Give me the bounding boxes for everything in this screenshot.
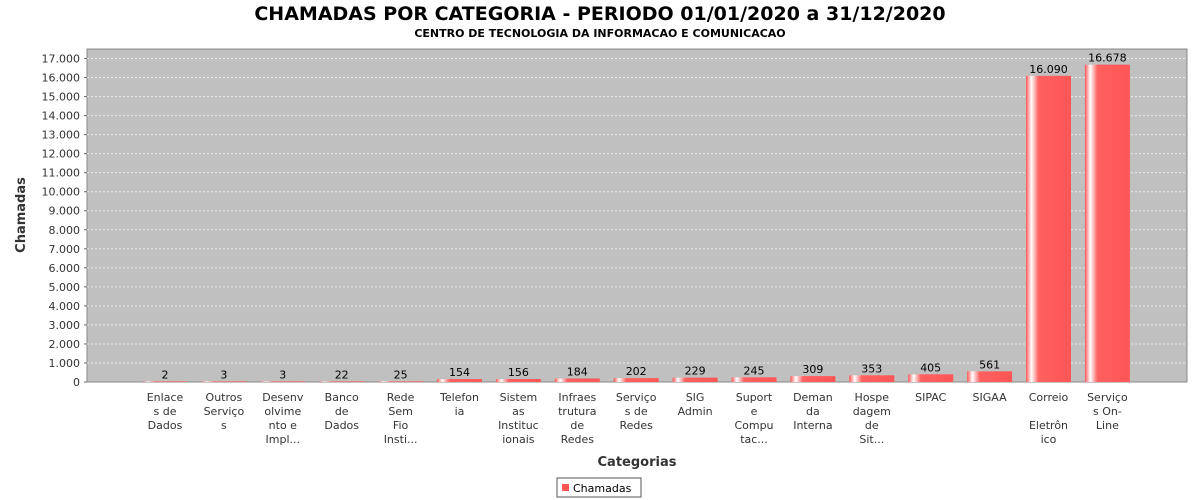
x-tick-label: Deman da Interna <box>793 391 833 432</box>
x-tick-label: SIG Admin <box>678 391 713 418</box>
data-label: 3 <box>220 368 227 381</box>
y-tick-label: 14.000 <box>42 110 81 123</box>
legend: Chamadas <box>556 477 642 498</box>
x-tick-label: SIPAC <box>915 391 946 404</box>
y-tick-label: 2.000 <box>49 338 81 351</box>
bar <box>790 376 836 382</box>
y-tick-label: 8.000 <box>49 224 81 237</box>
y-tick-label: 1.000 <box>49 357 81 370</box>
x-tick-label: Desenv olvime nto e Impl... <box>262 391 304 446</box>
x-tick-label: Telefon ia <box>439 391 479 418</box>
data-label: 25 <box>394 368 408 381</box>
x-tick-label: Infraes trutura de Redes <box>558 391 596 446</box>
x-tick-label: Suport e Compu tac... <box>734 391 773 446</box>
data-label: 353 <box>861 362 882 375</box>
y-tick-label: 9.000 <box>49 205 81 218</box>
y-tick-label: 7.000 <box>49 243 81 256</box>
x-tick-label: Correio Eletrôn ico <box>1029 391 1069 446</box>
bar <box>672 377 718 382</box>
bar <box>437 379 482 382</box>
x-tick-label: Rede Sem Fio Insti... <box>384 391 418 446</box>
y-tick-label: 12.000 <box>42 148 81 161</box>
y-tick-label: 6.000 <box>49 262 81 275</box>
bar <box>1026 75 1071 382</box>
data-label: 2 <box>162 368 169 381</box>
bar <box>319 381 365 382</box>
value-labels: 2 3 3 22 25 154 156 184 202 229 245 309 353 405 561 16.… <box>162 52 1127 382</box>
x-tick-label: SIGAA <box>973 391 1008 404</box>
bar <box>142 381 188 382</box>
data-label: 22 <box>335 368 349 381</box>
bar <box>849 375 895 382</box>
legend-swatch <box>562 484 569 491</box>
plot-background <box>86 48 1188 383</box>
bar <box>378 381 424 382</box>
y-axis: 0 1.000 2.000 3.000 4.000 5.000 6.000 7.000 8.00… <box>42 53 87 389</box>
y-tick-label: 10.000 <box>42 186 81 199</box>
y-tick-label: 16.000 <box>42 72 81 85</box>
x-tick-label: Banco de Dados <box>324 391 359 432</box>
y-tick-label: 5.000 <box>49 281 81 294</box>
y-tick-label: 15.000 <box>42 91 81 104</box>
y-tick-label: 17.000 <box>42 53 81 66</box>
data-label: 202 <box>626 365 647 378</box>
data-label: 245 <box>744 364 765 377</box>
data-label: 229 <box>685 365 706 378</box>
x-tick-label: Sistem as Instituc ionais <box>498 391 539 446</box>
x-axis-label: Categorias <box>598 455 677 470</box>
y-tick-label: 4.000 <box>49 300 81 313</box>
y-tick-label: 13.000 <box>42 129 81 142</box>
chart-title: CHAMADAS POR CATEGORIA - PERIODO 01/01/2… <box>254 3 945 25</box>
bar <box>495 379 541 382</box>
data-label: 405 <box>920 361 941 374</box>
bar <box>967 371 1013 382</box>
data-label: 16.678 <box>1088 52 1127 65</box>
x-axis: Enlace s de Dados Outros Serviço s Desenv olvim… <box>147 391 1128 446</box>
data-label: 184 <box>567 365 588 378</box>
x-tick-label: Enlace s de Dados <box>147 391 184 432</box>
y-axis-label: Chamadas <box>14 177 29 253</box>
bar <box>1084 64 1130 383</box>
data-label: 156 <box>508 366 529 379</box>
chart-subtitle: CENTRO DE TECNOLOGIA DA INFORMACAO E COM… <box>414 27 785 40</box>
data-label: 309 <box>802 363 823 376</box>
bar <box>613 378 659 382</box>
x-tick-label: Serviço s On-Line <box>1087 391 1128 432</box>
data-label: 16.090 <box>1029 63 1068 76</box>
x-tick-label: Serviço s de Redes <box>616 391 657 432</box>
data-label: 561 <box>979 358 1000 371</box>
bar <box>908 374 954 382</box>
legend-label: Chamadas <box>573 482 632 495</box>
bar <box>731 377 777 382</box>
bar <box>554 378 600 382</box>
data-label: 3 <box>279 368 286 381</box>
x-tick-label: Outros Serviço s <box>204 391 245 432</box>
y-tick-label: 0 <box>73 376 80 389</box>
data-label: 154 <box>449 366 470 379</box>
plot-area: 2 3 3 22 25 154 156 184 202 229 245 309 353 405 561 16.… <box>86 48 1188 383</box>
bars <box>142 64 1130 383</box>
x-tick-label: Hospe dagem de Sit... <box>853 391 891 446</box>
bar <box>201 381 247 382</box>
legend-box <box>556 477 642 498</box>
y-tick-label: 3.000 <box>49 319 81 332</box>
bar <box>260 381 306 382</box>
gridlines <box>87 58 1187 364</box>
y-tick-label: 11.000 <box>42 167 81 180</box>
